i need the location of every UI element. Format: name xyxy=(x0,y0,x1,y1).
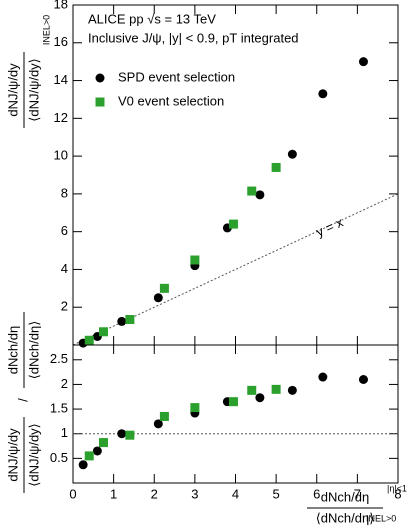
y-tick-label: 1 xyxy=(61,425,68,440)
y-tick-label: 12 xyxy=(54,110,68,125)
marker xyxy=(153,419,163,429)
marker xyxy=(125,315,135,324)
y-axis-title-part: ⟨dNJ/ψ/dy⟩ xyxy=(26,58,41,121)
marker xyxy=(159,283,169,293)
y-axis-title-part: dNch/dη xyxy=(5,326,20,374)
x-tick-label: 2 xyxy=(151,486,158,501)
marker xyxy=(98,327,108,337)
y-axis-title: dNch/dη ⟨dNch/dη⟩ xyxy=(5,312,41,388)
y-axis-title-sub: INEL>0 xyxy=(41,15,51,45)
marker xyxy=(190,255,200,265)
y-tick-label: 6 xyxy=(61,223,68,238)
y-axis-title-part: dNJ/ψ/dy xyxy=(5,63,20,117)
marker xyxy=(255,190,265,200)
marker xyxy=(271,162,281,172)
marker xyxy=(78,460,88,470)
x-axis-title-part: ⟨dNch/dη⟩ xyxy=(316,510,375,525)
plot-frame xyxy=(72,344,399,484)
marker xyxy=(228,397,238,407)
y-axis-title: dNJ/ψ/dy ⟨dNJ/ψ/dy⟩ xyxy=(5,52,41,128)
y-tick-label: 1.5 xyxy=(50,401,68,416)
marker xyxy=(247,186,257,196)
y-tick-label: 0.5 xyxy=(50,450,68,465)
legend-label: V0 event selection xyxy=(118,93,224,108)
marker xyxy=(287,385,297,395)
marker xyxy=(159,411,169,421)
marker xyxy=(117,316,127,326)
marker xyxy=(84,335,94,345)
y-tick-label: 4 xyxy=(61,261,68,276)
marker xyxy=(247,385,257,395)
x-tick-label: 4 xyxy=(232,486,239,501)
x-tick-label: 3 xyxy=(191,486,198,501)
marker xyxy=(92,446,102,456)
marker xyxy=(318,372,328,382)
marker xyxy=(117,429,127,439)
y-axis-title-sep: / xyxy=(15,398,30,402)
x-tick-label: 1 xyxy=(110,486,117,501)
annotation: Inclusive J/ψ, |y| < 0.9, pT integrated xyxy=(88,30,299,45)
annotation: ALICE pp √s = 13 TeV xyxy=(88,11,216,26)
line-label: y = x xyxy=(314,214,346,239)
y-axis-title-part: ⟨dNch/dη⟩ xyxy=(26,321,41,380)
y-axis-title-part: ⟨dNJ/ψ/dy⟩ xyxy=(26,423,41,486)
x-tick-label: 0 xyxy=(69,486,76,501)
marker xyxy=(358,57,368,67)
x-tick-label: 8 xyxy=(394,486,401,501)
y-axis-title: dNJ/ψ/dy ⟨dNJ/ψ/dy⟩ xyxy=(5,417,41,493)
legend-marker xyxy=(95,73,105,83)
y-tick-label: 10 xyxy=(54,148,68,163)
y-tick-label: 2.5 xyxy=(50,351,68,366)
legend-marker xyxy=(95,97,105,107)
x-axis-title-sub: INEL>0 xyxy=(366,513,396,523)
y-tick-label: 8 xyxy=(61,185,68,200)
marker xyxy=(318,89,328,99)
marker xyxy=(84,451,94,461)
x-tick-label: 7 xyxy=(354,486,361,501)
marker xyxy=(358,375,368,384)
marker xyxy=(153,293,163,303)
y-tick-label: 14 xyxy=(54,72,68,87)
marker xyxy=(228,219,238,229)
y-tick-label: 2 xyxy=(61,299,68,314)
legend-label: SPD event selection xyxy=(118,69,235,84)
y-axis-title-part: dNJ/ψ/dy xyxy=(5,428,20,482)
marker xyxy=(255,393,265,403)
y-tick-label: 2 xyxy=(61,376,68,391)
y-tick-label: 18 xyxy=(54,0,68,11)
y-tick-label: 16 xyxy=(54,34,68,49)
x-tick-label: 5 xyxy=(273,486,280,501)
plot-frame xyxy=(72,4,399,346)
marker xyxy=(190,403,200,413)
marker xyxy=(125,430,135,440)
x-tick-label: 6 xyxy=(313,486,320,501)
marker xyxy=(98,438,108,448)
marker xyxy=(271,384,281,394)
marker xyxy=(287,149,297,159)
x-axis-title-sup: |η|<1 xyxy=(387,483,407,493)
x-axis-title-part: dNch/dη xyxy=(321,489,369,504)
x-axis-title: dNch/dη ⟨dNch/dη⟩ xyxy=(307,489,383,525)
